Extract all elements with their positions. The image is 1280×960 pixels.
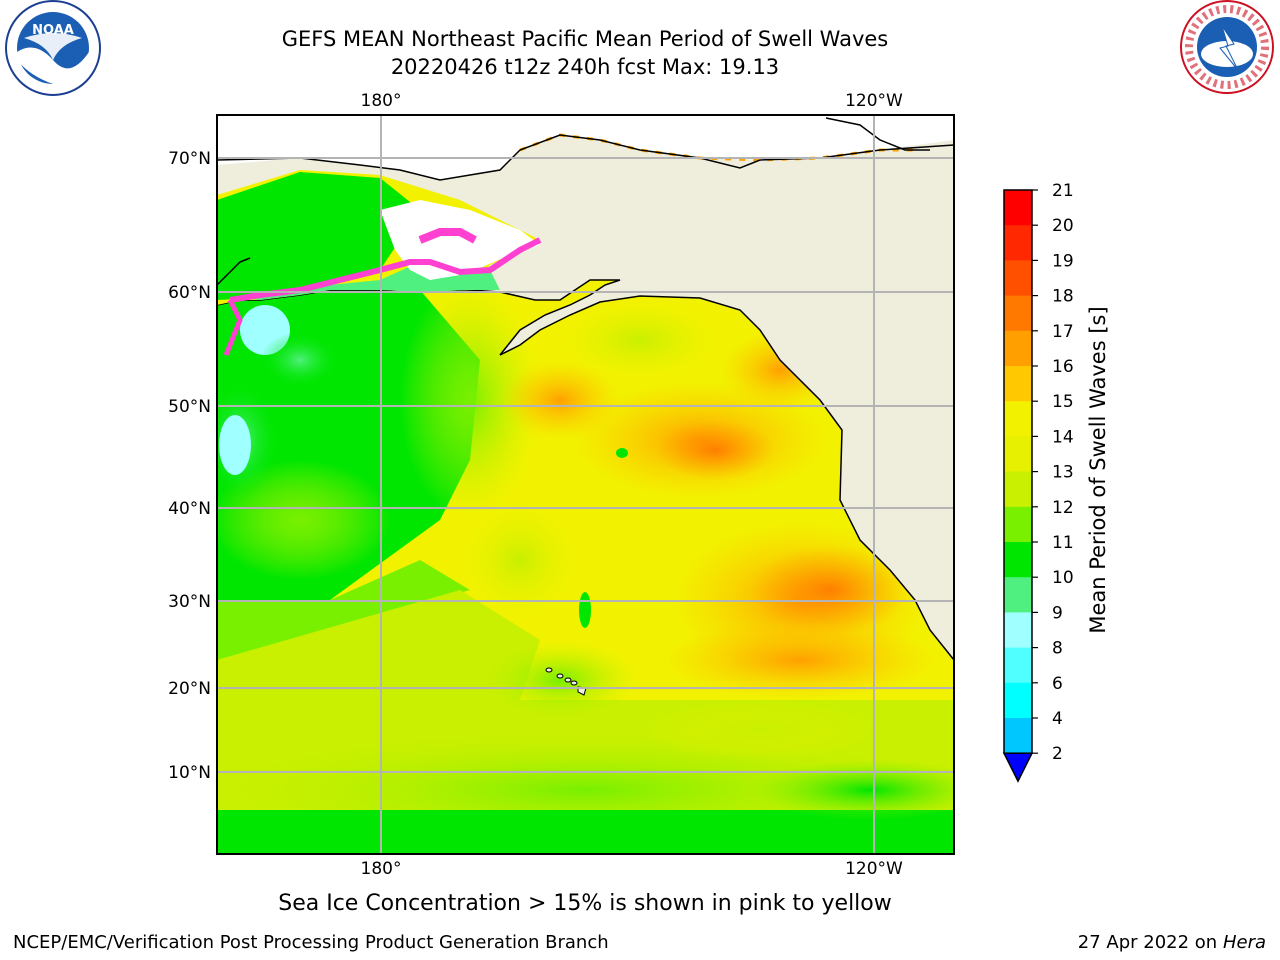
lat-label: 40°N xyxy=(168,499,211,519)
colorbar-tick-label: 17 xyxy=(1052,322,1074,342)
colorbar-band xyxy=(1004,647,1032,684)
noaa-logo: NOAA xyxy=(5,0,101,96)
map-panel xyxy=(217,115,954,854)
lat-labels: 70°N 60°N 50°N 40°N 30°N 20°N 10°N xyxy=(168,149,211,783)
colorbar-tick-label: 4 xyxy=(1052,709,1063,729)
colorbar-band xyxy=(1004,295,1032,332)
lon-labels: 180° 120°W 180° 120°W xyxy=(361,91,904,879)
colorbar-band xyxy=(1004,506,1032,543)
lat-label: 60°N xyxy=(168,283,211,303)
colorbar-tick-label: 6 xyxy=(1052,674,1063,694)
chart-title: GEFS MEAN Northeast Pacific Mean Period … xyxy=(281,27,889,51)
lat-label: 50°N xyxy=(168,397,211,417)
colorbar-tick-label: 11 xyxy=(1052,533,1074,553)
colorbar-band xyxy=(1004,260,1032,297)
colorbar-tick-label: 13 xyxy=(1052,463,1074,483)
colorbar-band xyxy=(1004,401,1032,437)
colorbar-tick-label: 10 xyxy=(1052,568,1074,588)
colorbar-tick-label: 15 xyxy=(1052,392,1074,412)
lon-label-top: 120°W xyxy=(845,91,903,111)
colorbar-band xyxy=(1004,225,1032,261)
colorbar-band xyxy=(1004,577,1032,613)
colorbar-extend-arrow xyxy=(1002,752,1034,783)
footer-date-text: 27 Apr 2022 on xyxy=(1077,932,1223,953)
sea-ice-note: Sea Ice Concentration > 15% is shown in … xyxy=(278,891,892,916)
lon-label-bottom: 180° xyxy=(361,859,402,879)
colorbar-band xyxy=(1004,330,1032,367)
footer-credit: NCEP/EMC/Verification Post Processing Pr… xyxy=(13,932,609,953)
colorbar-tick-label: 14 xyxy=(1052,427,1074,447)
colorbar-tick-label: 9 xyxy=(1052,603,1063,623)
map-frame xyxy=(216,114,955,855)
colorbar-band xyxy=(1004,612,1032,649)
graticule xyxy=(217,115,954,854)
colorbar-tick-label: 12 xyxy=(1052,498,1074,518)
lat-label: 20°N xyxy=(168,679,211,699)
colorbar-tick-label: 8 xyxy=(1052,639,1063,659)
lon-label-bottom: 120°W xyxy=(845,859,903,879)
lon-label-top: 180° xyxy=(361,91,402,111)
colorbar-band xyxy=(1004,682,1032,719)
colorbar-tick-label: 16 xyxy=(1052,357,1074,377)
footer-date: 27 Apr 2022 on Hera xyxy=(1078,932,1266,953)
lat-label: 10°N xyxy=(168,763,211,783)
colorbar-band xyxy=(1004,542,1032,578)
colorbar-tick-label: 19 xyxy=(1052,251,1074,271)
colorbar-band xyxy=(1004,366,1032,402)
colorbar: 21 20 19 18 17 16 15 14 13 12 11 10 9 8 6 4 2 xyxy=(1002,181,1074,783)
nws-logo xyxy=(1180,0,1274,94)
lat-label: 70°N xyxy=(168,149,211,169)
colorbar-band xyxy=(1004,471,1032,508)
footer-host: Hera xyxy=(1222,932,1266,953)
colorbar-band xyxy=(1004,190,1032,226)
colorbar-tick-label: 20 xyxy=(1052,216,1074,236)
noaa-logo-text: NOAA xyxy=(32,23,74,38)
colorbar-band xyxy=(1004,436,1032,473)
colorbar-band xyxy=(1004,718,1032,754)
colorbar-label: Mean Period of Swell Waves [s] xyxy=(1086,306,1110,633)
colorbar-tick-label: 21 xyxy=(1052,181,1074,201)
colorbar-tick-label: 2 xyxy=(1052,744,1063,764)
lat-label: 30°N xyxy=(168,592,211,612)
chart-subtitle: 20220426 t12z 240h fcst Max: 19.13 xyxy=(390,55,780,79)
colorbar-tick-label: 18 xyxy=(1052,287,1074,307)
